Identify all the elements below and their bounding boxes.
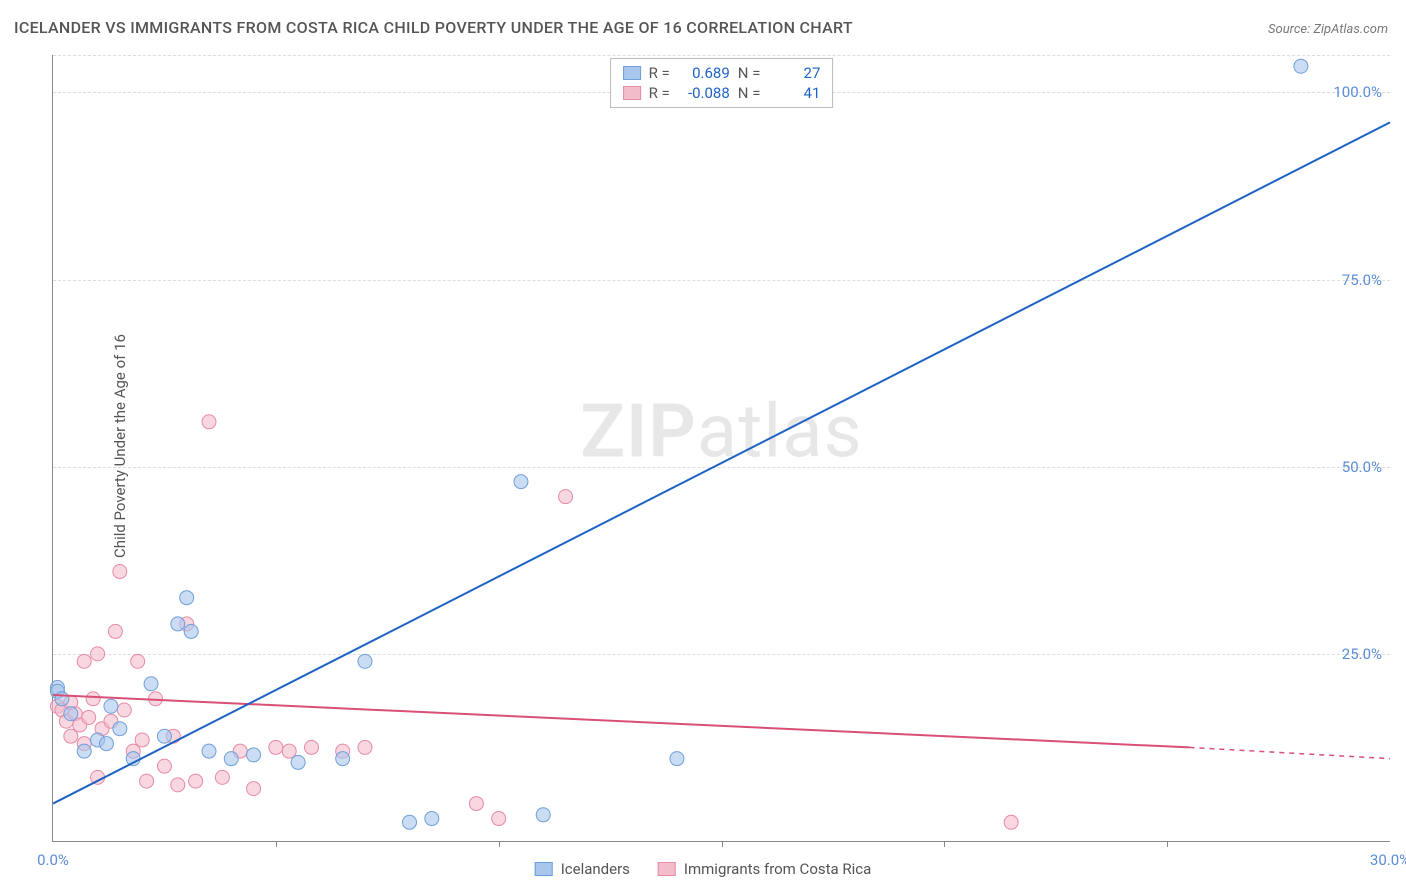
x-tick-label: 30.0% (1370, 851, 1406, 869)
legend-item-2: Immigrants from Costa Rica (658, 860, 871, 878)
source-name: ZipAtlas.com (1313, 22, 1388, 37)
plot-area: ZIPatlas R = 0.689 N = 27 R = -0.088 N =… (52, 55, 1390, 842)
swatch-series1 (623, 66, 641, 80)
y-tick-label: 100.0% (1333, 83, 1382, 101)
legend-label-2: Immigrants from Costa Rica (684, 860, 871, 878)
source-attribution: Source: ZipAtlas.com (1268, 22, 1388, 37)
r-value-1: 0.689 (678, 64, 730, 82)
legend: Icelanders Immigrants from Costa Rica (535, 860, 872, 878)
y-tick-label: 75.0% (1342, 271, 1382, 289)
n-label: N = (738, 64, 761, 82)
stats-row-1: R = 0.689 N = 27 (623, 63, 821, 83)
n-value-2: 41 (768, 84, 820, 102)
y-tick-label: 50.0% (1342, 458, 1382, 476)
legend-item-1: Icelanders (535, 860, 630, 878)
r-value-2: -0.088 (678, 84, 730, 102)
y-tick-label: 25.0% (1342, 645, 1382, 663)
n-value-1: 27 (768, 64, 820, 82)
chart-title: ICELANDER VS IMMIGRANTS FROM COSTA RICA … (14, 18, 853, 37)
source-label: Source: (1268, 22, 1310, 37)
stats-row-2: R = -0.088 N = 41 (623, 83, 821, 103)
r-label: R = (649, 64, 670, 82)
scatter-svg (53, 55, 1390, 841)
x-tick-label: 0.0% (37, 851, 69, 869)
legend-swatch-1 (535, 862, 553, 876)
r-label-2: R = (649, 84, 670, 102)
n-label-2: N = (738, 84, 761, 102)
stats-legend-box: R = 0.689 N = 27 R = -0.088 N = 41 (610, 58, 834, 108)
swatch-series2 (623, 86, 641, 100)
legend-swatch-2 (658, 862, 676, 876)
legend-label-1: Icelanders (561, 860, 630, 878)
correlation-chart: ICELANDER VS IMMIGRANTS FROM COSTA RICA … (0, 0, 1406, 892)
